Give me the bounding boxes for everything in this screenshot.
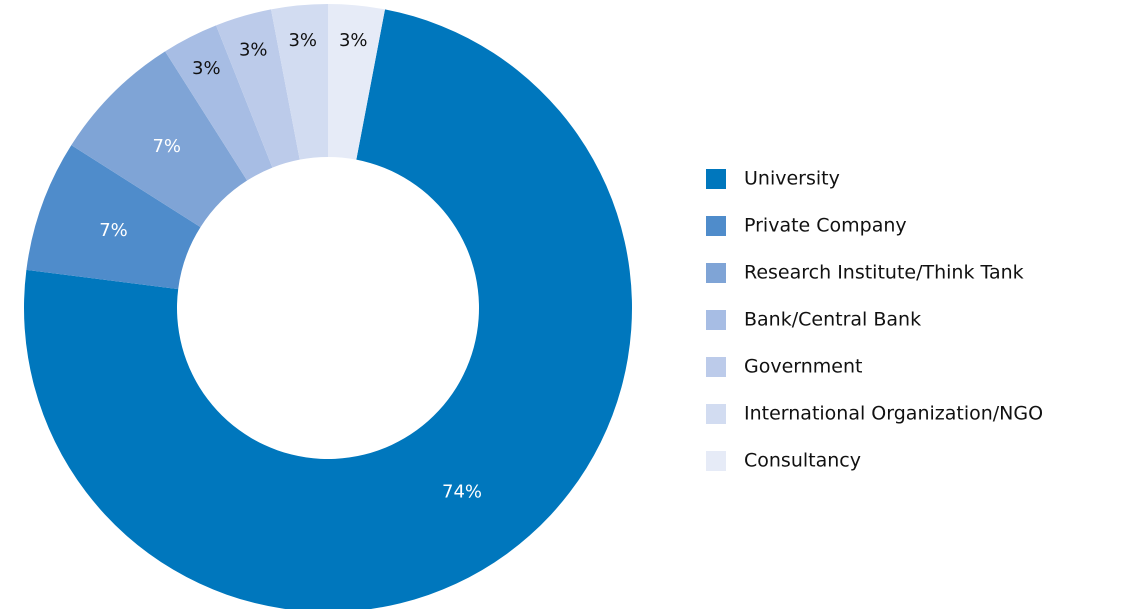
legend-text: University [744, 168, 840, 190]
legend-swatch [706, 451, 726, 471]
legend-text: Consultancy [744, 450, 861, 472]
legend-text: Research Institute/Think Tank [744, 262, 1024, 284]
slice [26, 145, 201, 290]
slice [271, 4, 328, 160]
slice-label: 3% [239, 40, 268, 61]
slice [216, 9, 300, 168]
slice-label: 7% [152, 136, 181, 157]
legend-text: Bank/Central Bank [744, 309, 921, 331]
slice [24, 9, 632, 609]
slice-label: 3% [339, 30, 368, 51]
slice [165, 25, 273, 181]
legend-swatch [706, 310, 726, 330]
legend-swatch [706, 216, 726, 236]
legend-swatch [706, 169, 726, 189]
slice [328, 4, 385, 160]
slice-label: 3% [288, 30, 317, 51]
slice [71, 51, 248, 228]
legend-text: Private Company [744, 215, 907, 237]
legend-text: International Organization/NGO [744, 403, 1043, 425]
legend-text: Government [744, 356, 863, 378]
slice-label: 74% [442, 481, 482, 502]
legend-swatch [706, 357, 726, 377]
slice-label: 7% [99, 220, 128, 241]
slice-label: 3% [192, 58, 221, 79]
legend-swatch [706, 404, 726, 424]
legend-swatch [706, 263, 726, 283]
